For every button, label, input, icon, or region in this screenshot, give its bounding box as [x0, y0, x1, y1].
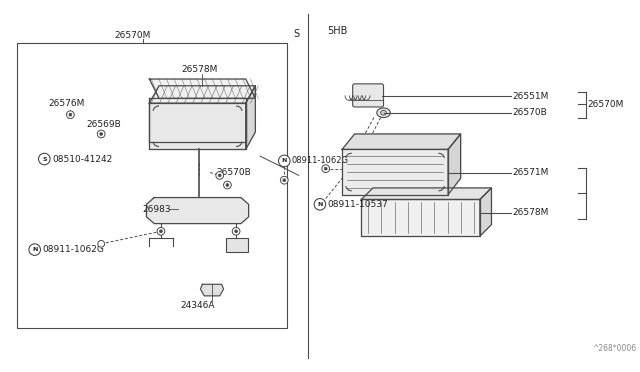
Polygon shape	[149, 98, 246, 142]
Circle shape	[98, 240, 104, 247]
Circle shape	[283, 179, 285, 182]
Text: N: N	[32, 247, 37, 252]
Circle shape	[280, 176, 288, 184]
Polygon shape	[149, 103, 246, 150]
Circle shape	[97, 130, 105, 138]
Circle shape	[157, 227, 164, 235]
Text: 08510-41242: 08510-41242	[52, 154, 112, 164]
Polygon shape	[448, 134, 461, 195]
Text: 26578M: 26578M	[513, 208, 549, 218]
Circle shape	[159, 230, 163, 233]
Polygon shape	[362, 188, 492, 199]
Text: 26983: 26983	[143, 205, 172, 214]
Text: S: S	[42, 157, 47, 161]
Polygon shape	[147, 198, 248, 224]
Circle shape	[235, 230, 237, 233]
Circle shape	[38, 153, 50, 165]
Text: S: S	[294, 29, 300, 39]
Bar	[480, 207, 492, 215]
Circle shape	[100, 132, 102, 135]
Bar	[17, 44, 287, 328]
Polygon shape	[149, 86, 255, 103]
Circle shape	[232, 227, 240, 235]
Polygon shape	[246, 86, 255, 150]
Text: 26578M: 26578M	[181, 65, 218, 74]
Circle shape	[67, 111, 74, 119]
Circle shape	[314, 199, 326, 210]
Text: 26551M: 26551M	[513, 92, 549, 101]
Text: 26570B: 26570B	[513, 108, 547, 117]
Circle shape	[69, 113, 72, 116]
Text: N: N	[282, 158, 287, 163]
Circle shape	[324, 167, 327, 170]
Ellipse shape	[377, 108, 390, 118]
Text: 08911-1062G: 08911-1062G	[292, 157, 349, 166]
Text: 5HB: 5HB	[328, 26, 348, 36]
Text: 08911-1062G: 08911-1062G	[42, 245, 104, 254]
Text: 26569B: 26569B	[87, 120, 122, 129]
Text: 08911-10537: 08911-10537	[328, 200, 388, 209]
Text: 26570B: 26570B	[217, 168, 252, 177]
FancyBboxPatch shape	[353, 84, 383, 107]
Polygon shape	[149, 79, 255, 98]
Text: 26570M: 26570M	[115, 31, 151, 40]
Circle shape	[216, 171, 223, 179]
Text: N: N	[317, 202, 323, 207]
Circle shape	[226, 184, 229, 186]
Text: 24346A: 24346A	[180, 301, 215, 310]
Text: 26571M: 26571M	[513, 168, 549, 177]
Polygon shape	[362, 199, 480, 236]
Circle shape	[223, 181, 231, 189]
Text: ^268*0006: ^268*0006	[593, 344, 637, 353]
Circle shape	[322, 165, 330, 173]
Text: 26576M: 26576M	[48, 99, 84, 108]
Polygon shape	[200, 284, 223, 296]
Ellipse shape	[381, 110, 387, 115]
Bar	[227, 238, 248, 251]
Polygon shape	[342, 134, 461, 150]
Circle shape	[29, 244, 40, 256]
Circle shape	[278, 155, 290, 167]
Polygon shape	[480, 188, 492, 236]
Circle shape	[218, 174, 221, 177]
Text: 26570M: 26570M	[588, 100, 624, 109]
Polygon shape	[342, 150, 448, 195]
